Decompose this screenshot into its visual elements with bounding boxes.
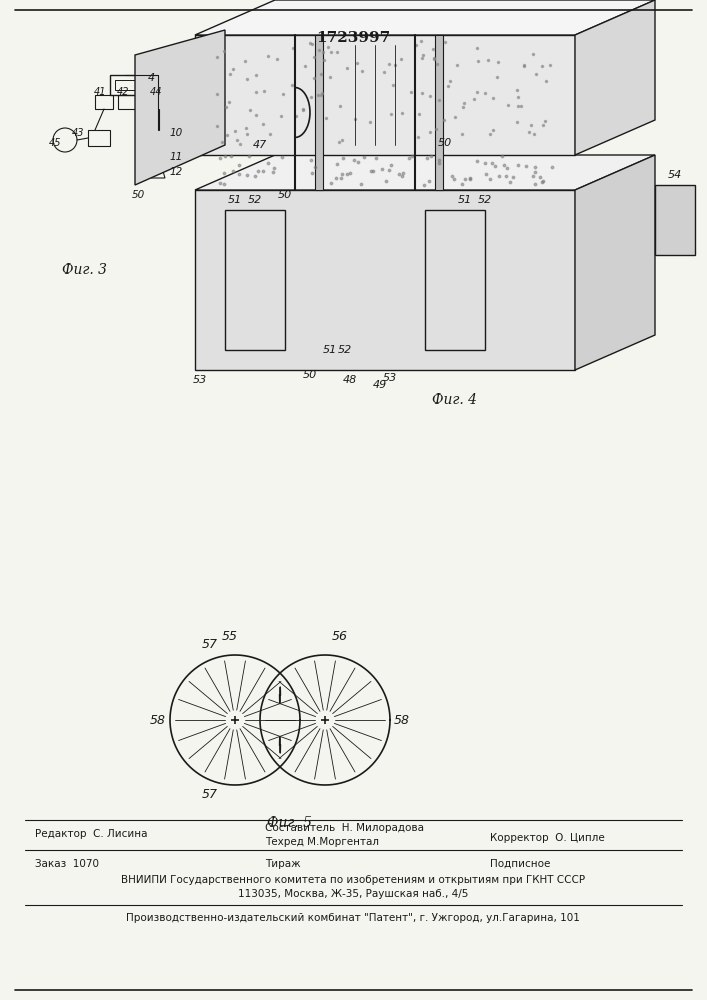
Text: 50: 50 — [438, 138, 452, 148]
Text: ВНИИПИ Государственного комитета по изобретениям и открытиям при ГКНТ СССР: ВНИИПИ Государственного комитета по изоб… — [121, 875, 585, 885]
Bar — [115, 80, 135, 90]
Text: 12: 12 — [170, 167, 183, 177]
Text: 11: 11 — [170, 152, 183, 162]
Bar — [141, 95, 159, 109]
Text: 43: 43 — [71, 128, 84, 138]
Text: 50: 50 — [278, 190, 292, 200]
Text: Заказ  1070: Заказ 1070 — [35, 859, 99, 869]
Text: 52: 52 — [478, 195, 492, 205]
Text: 44: 44 — [150, 87, 162, 97]
Text: 56: 56 — [332, 631, 348, 644]
Text: 48: 48 — [343, 375, 357, 385]
Text: 54: 54 — [668, 170, 682, 180]
Polygon shape — [195, 35, 575, 155]
Text: Корректор  О. Ципле: Корректор О. Ципле — [490, 833, 604, 843]
Text: Техред М.Моргентал: Техред М.Моргентал — [265, 837, 379, 847]
Bar — [425, 210, 485, 350]
Text: 50: 50 — [132, 190, 145, 200]
Polygon shape — [195, 155, 655, 190]
Text: 4: 4 — [148, 73, 155, 83]
Text: Редактор  С. Лисина: Редактор С. Лисина — [35, 829, 148, 839]
Text: 113035, Москва, Ж-35, Раушская наб., 4/5: 113035, Москва, Ж-35, Раушская наб., 4/5 — [238, 889, 468, 899]
Text: 49: 49 — [373, 380, 387, 390]
Text: 57: 57 — [202, 639, 218, 652]
Polygon shape — [135, 30, 225, 185]
Bar — [225, 210, 285, 350]
Text: 52: 52 — [248, 195, 262, 205]
Text: Производственно-издательский комбинат "Патент", г. Ужгород, ул.Гагарина, 101: Производственно-издательский комбинат "П… — [126, 913, 580, 923]
Text: 45: 45 — [49, 138, 62, 148]
Text: Составитель  Н. Милорадова: Составитель Н. Милорадова — [265, 823, 424, 833]
Text: Фиг. 5: Фиг. 5 — [267, 816, 312, 830]
Polygon shape — [575, 155, 655, 370]
Bar — [655, 185, 695, 255]
Text: Фиг. 4: Фиг. 4 — [433, 393, 477, 407]
Text: Тираж: Тираж — [265, 859, 300, 869]
Text: 53: 53 — [383, 373, 397, 383]
Polygon shape — [315, 35, 323, 190]
Text: 57: 57 — [202, 788, 218, 802]
Text: 51: 51 — [228, 195, 242, 205]
Text: 58: 58 — [394, 714, 410, 726]
Bar — [95, 95, 113, 109]
Text: 47: 47 — [253, 140, 267, 150]
Text: 52: 52 — [338, 345, 352, 355]
Text: 51: 51 — [323, 345, 337, 355]
Text: 58: 58 — [150, 714, 166, 726]
Text: 51: 51 — [458, 195, 472, 205]
Text: 1723997: 1723997 — [316, 31, 390, 45]
Bar — [118, 95, 136, 109]
Text: 42: 42 — [117, 87, 129, 97]
Text: 50: 50 — [303, 370, 317, 380]
Text: Подписное: Подписное — [490, 859, 550, 869]
Text: 10: 10 — [170, 128, 183, 138]
Text: 55: 55 — [222, 631, 238, 644]
Text: 53: 53 — [193, 375, 207, 385]
Bar — [110, 75, 140, 95]
Text: Фиг. 3: Фиг. 3 — [62, 263, 107, 277]
Polygon shape — [435, 35, 443, 190]
Polygon shape — [195, 190, 575, 370]
Bar — [88, 130, 110, 146]
Polygon shape — [195, 0, 655, 35]
Text: 41: 41 — [94, 87, 106, 97]
Polygon shape — [575, 0, 655, 155]
